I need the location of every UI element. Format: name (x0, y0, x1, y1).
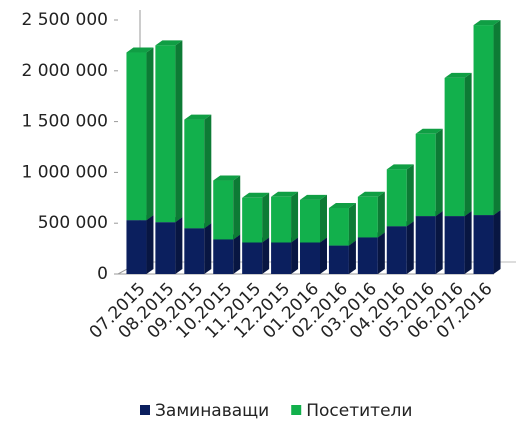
bar-side (435, 211, 443, 274)
bar (357, 196, 378, 238)
bar-side (233, 175, 241, 240)
bar-side (348, 202, 356, 246)
bar (444, 77, 465, 217)
bar-top (126, 47, 154, 53)
bar (473, 25, 494, 216)
bar (357, 237, 378, 274)
bar-top (328, 202, 356, 208)
bar (213, 180, 234, 240)
legend-label: Заминаващи (155, 401, 269, 421)
y-tick-label: 500 000 (38, 213, 108, 233)
bar-top (242, 192, 270, 198)
bar-side (262, 237, 270, 274)
bar-side (406, 221, 414, 274)
bar-side (291, 237, 299, 274)
bar (415, 133, 436, 217)
bar-side (146, 47, 154, 221)
bar (386, 226, 407, 274)
bar-side (435, 128, 443, 217)
bar-side (146, 215, 154, 274)
bar (415, 216, 436, 274)
bar-top (271, 191, 299, 197)
bar (242, 242, 263, 274)
bar-side (406, 164, 414, 227)
bar-side (493, 210, 501, 274)
bar (328, 207, 349, 246)
bar (300, 199, 320, 243)
bar-side (377, 191, 385, 238)
bar-top (386, 164, 414, 170)
bar-side (464, 72, 472, 217)
bar-top (155, 40, 183, 46)
y-tick-label: 0 (97, 264, 108, 284)
bar-side (262, 192, 270, 243)
bar-top (473, 20, 501, 26)
bar (155, 45, 176, 223)
bar (473, 215, 494, 274)
y-tick-label: 1 000 000 (21, 162, 108, 182)
bar (300, 242, 320, 274)
y-tick-label: 2 500 000 (21, 10, 108, 30)
y-tick-label: 2 000 000 (21, 61, 108, 81)
bar-side (493, 20, 501, 216)
bar (271, 196, 292, 243)
bar-side (175, 40, 183, 223)
bar-top (213, 175, 241, 181)
legend-label: Посетители (306, 401, 412, 421)
bar (242, 197, 263, 243)
bar (271, 242, 292, 274)
bar (184, 119, 205, 229)
bar-side (233, 234, 241, 274)
legend-swatch (140, 405, 150, 415)
bar-side (377, 232, 385, 274)
bar-top (444, 72, 472, 78)
bar-side (175, 217, 183, 274)
bar-side (464, 211, 472, 274)
bar-side (204, 114, 212, 229)
bar-top (300, 194, 327, 200)
bar-side (204, 223, 212, 274)
bar-side (348, 240, 356, 274)
bar (328, 245, 349, 274)
bar-top (184, 114, 212, 120)
bar (386, 169, 407, 227)
legend-swatch (291, 405, 302, 415)
bar (444, 216, 465, 274)
bar (155, 222, 176, 274)
y-tick-label: 1 500 000 (21, 112, 108, 132)
bar (184, 228, 205, 274)
bar-side (291, 191, 299, 243)
bar-top (357, 191, 385, 197)
bar-side (320, 194, 327, 243)
bar (213, 239, 234, 274)
bar (126, 220, 147, 274)
bar-top (415, 128, 443, 134)
bar-side (320, 237, 327, 274)
bar (126, 52, 147, 221)
